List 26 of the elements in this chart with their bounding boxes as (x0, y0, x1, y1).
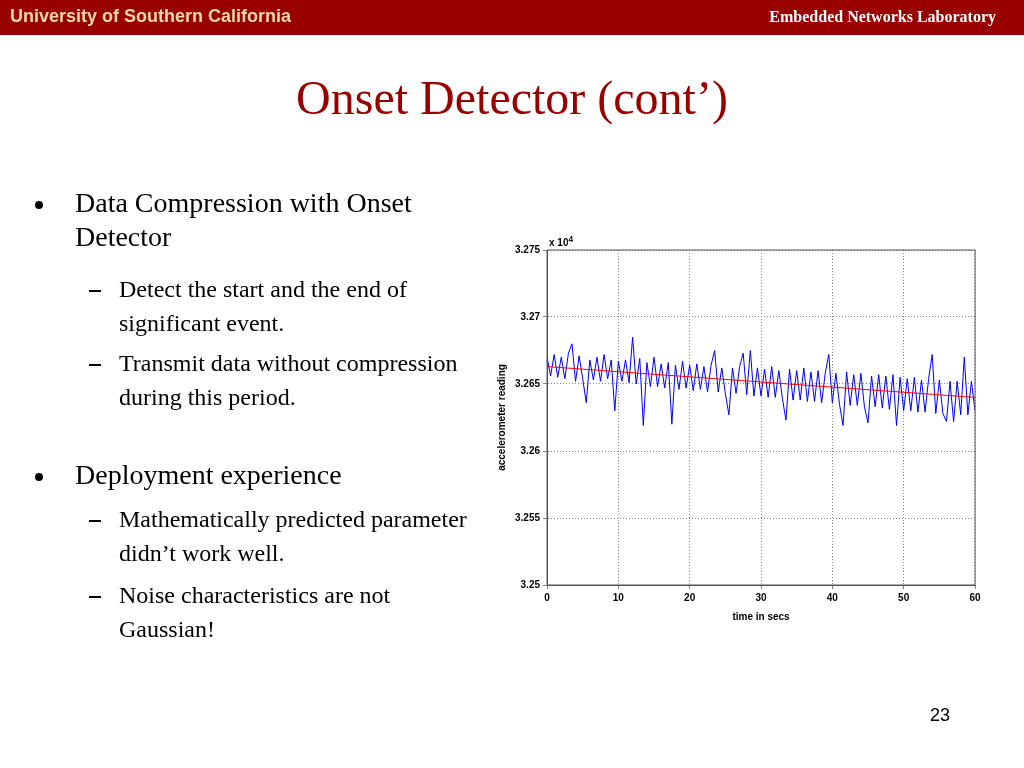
text: x 10$^{4}$ (549, 234, 574, 249)
text: Detect the start and the end of significant event. (119, 275, 408, 338)
x-tick-label: 50 (898, 591, 910, 603)
text: Data Compression with Onset Detector (75, 186, 413, 254)
text: Transmit data without compression during this period. (119, 349, 459, 412)
text: 23 (930, 705, 951, 726)
y-tick-label: 3.275 (514, 243, 541, 255)
y-axis-title: accelerometer reading (495, 364, 507, 471)
text: Deployment experience (75, 458, 343, 492)
y-tick-label: 3.255 (514, 511, 541, 523)
text: University of Southern California (10, 6, 292, 27)
chart-title: Onset Detector (cont’) (295, 70, 729, 125)
text: Mathematically predicted parameter didn’t work well. (119, 505, 468, 568)
x-tick-label: 60 (969, 591, 981, 603)
x-tick-label: 30 (755, 591, 768, 603)
x-tick-label: 10 (612, 591, 625, 603)
y-tick-label: 3.25 (520, 578, 541, 590)
x-tick-label: 0 (544, 591, 551, 603)
text: Noise characteristics are not Gaussian! (119, 581, 392, 644)
x-axis-title: time in secs (732, 610, 791, 622)
y-tick-label: 3.27 (520, 310, 541, 322)
x-tick-label: 40 (826, 591, 839, 603)
text: Embedded Networks Laboratory (769, 8, 996, 26)
x-tick-label: 20 (684, 591, 696, 603)
y-tick-label: 3.26 (520, 444, 541, 456)
y-tick-label: 3.265 (514, 377, 541, 389)
